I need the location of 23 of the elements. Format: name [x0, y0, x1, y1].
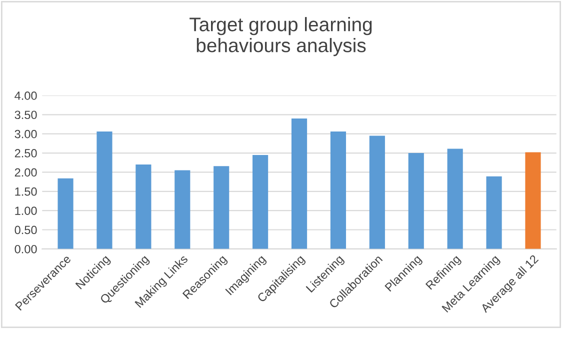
- bar: [408, 153, 424, 249]
- y-tick-label: 0.50: [14, 226, 37, 234]
- y-tick-label: 3.50: [14, 110, 37, 120]
- bar: [96, 132, 112, 249]
- bar: [291, 118, 308, 249]
- y-tick-label: 1.00: [15, 206, 37, 215]
- y-tick-label: 2.50: [14, 149, 37, 158]
- y-tick-label: 1.50: [15, 187, 37, 196]
- bar: [525, 152, 541, 249]
- bar: [214, 166, 230, 249]
- y-tick-label: 4.00: [14, 92, 37, 100]
- bar: [136, 164, 152, 249]
- bar: [58, 178, 74, 249]
- bar: [486, 176, 502, 249]
- y-tick-label: 0.00: [14, 244, 37, 254]
- bar: [447, 148, 463, 249]
- chart-title: Target group learning behaviours analysis: [190, 17, 372, 56]
- bar: [330, 132, 346, 249]
- bar: [174, 170, 190, 249]
- y-tick-label: 2.00: [14, 168, 37, 177]
- y-tick-label: 3.00: [14, 130, 37, 138]
- bar: [369, 136, 385, 249]
- bar: [252, 154, 268, 249]
